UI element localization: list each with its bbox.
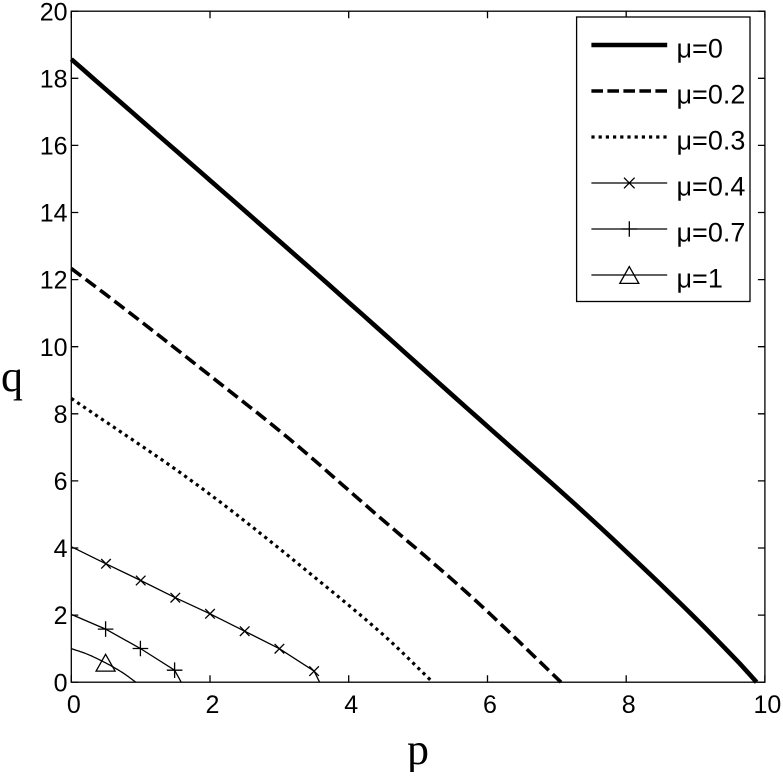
svg-text:10: 10 — [40, 334, 68, 362]
svg-text:16: 16 — [40, 133, 68, 161]
svg-text:6: 6 — [483, 691, 497, 719]
svg-text:14: 14 — [40, 200, 68, 228]
svg-text:18: 18 — [40, 65, 68, 93]
svg-text:μ=0.4: μ=0.4 — [677, 171, 746, 201]
svg-text:μ=0.3: μ=0.3 — [677, 125, 746, 155]
svg-text:12: 12 — [40, 267, 68, 295]
svg-text:0: 0 — [67, 691, 81, 719]
svg-text:μ=0.2: μ=0.2 — [677, 79, 746, 109]
svg-text:0: 0 — [54, 669, 68, 697]
svg-text:2: 2 — [206, 691, 220, 719]
svg-text:p: p — [407, 725, 429, 772]
svg-text:q: q — [1, 352, 23, 401]
svg-text:10: 10 — [753, 691, 781, 719]
svg-text:4: 4 — [54, 535, 68, 563]
svg-text:μ=1: μ=1 — [677, 263, 723, 293]
svg-text:8: 8 — [622, 691, 636, 719]
svg-text:6: 6 — [54, 468, 68, 496]
svg-text:μ=0.7: μ=0.7 — [677, 217, 746, 247]
svg-text:20: 20 — [40, 0, 68, 26]
svg-text:8: 8 — [54, 401, 68, 429]
svg-text:2: 2 — [54, 602, 68, 630]
svg-text:4: 4 — [344, 691, 358, 719]
svg-text:μ=0: μ=0 — [677, 33, 723, 63]
